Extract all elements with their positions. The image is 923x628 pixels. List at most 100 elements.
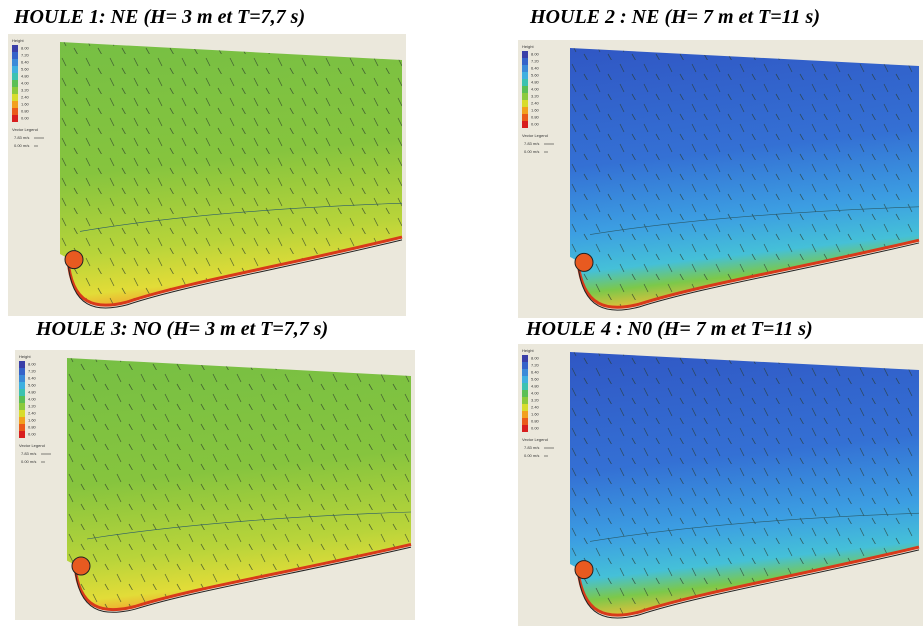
legend-label: 1.60 <box>28 418 37 423</box>
legend-swatch <box>522 383 528 390</box>
vector-legend-max: 7.83 m/s <box>21 451 36 456</box>
legend-swatch <box>12 52 18 59</box>
legend-swatch <box>19 361 25 368</box>
contour-line <box>589 206 920 235</box>
legend-swatch <box>522 425 528 432</box>
legend-title: Height <box>19 354 31 359</box>
legend-label: 0.80 <box>28 425 37 430</box>
legend-label: 4.00 <box>531 87 540 92</box>
legend-swatch <box>12 66 18 73</box>
legend-swatch <box>19 403 25 410</box>
vector-legend-max: 7.83 m/s <box>524 445 539 450</box>
legend-label: 0.80 <box>531 419 540 424</box>
vector-legend-title: Vector Legend <box>19 443 45 448</box>
legend-label: 8.00 <box>531 356 540 361</box>
simulation-map: Height 8.00 7.20 6.40 5.60 4.80 4.00 3.20 2.40 1.… <box>518 344 923 626</box>
legend-label: 6.40 <box>28 376 37 381</box>
legend-swatch <box>522 362 528 369</box>
legend-swatch <box>19 424 25 431</box>
legend-swatch <box>12 73 18 80</box>
legend-label: 0.80 <box>531 115 540 120</box>
legend-label: 1.60 <box>21 102 30 107</box>
panel-title: HOULE 4 : N0 (H= 7 m et T=11 s) <box>526 318 813 340</box>
legend-label: 2.40 <box>531 101 540 106</box>
vector-legend-min: 0.00 m/s <box>21 459 36 464</box>
simulation-map: Height 8.00 7.20 6.40 5.60 4.80 4.00 3.20 2.40 1.… <box>8 34 406 316</box>
headland <box>574 560 594 580</box>
legend-swatch <box>522 376 528 383</box>
legend-label: 3.20 <box>21 88 30 93</box>
legend-swatch <box>19 382 25 389</box>
legend-label: 4.80 <box>28 390 37 395</box>
legend-swatch <box>12 80 18 87</box>
coastline <box>576 545 920 617</box>
legend-swatch <box>522 114 528 121</box>
legend-swatch <box>12 87 18 94</box>
legend-swatch <box>522 390 528 397</box>
legend-swatch <box>522 58 528 65</box>
vector-legend-max: 7.83 m/s <box>524 141 539 146</box>
coastline-edge <box>74 546 412 613</box>
legend-label: 8.00 <box>28 362 37 367</box>
legend-label: 0.00 <box>21 116 30 121</box>
coastline-edge <box>577 549 920 619</box>
legend-label: 5.60 <box>531 377 540 382</box>
panel-title: HOULE 3: NO (H= 3 m et T=7,7 s) <box>36 318 329 340</box>
legend-swatch <box>19 368 25 375</box>
velocity-vectors <box>60 42 402 306</box>
legend-label: 4.00 <box>21 81 30 86</box>
vector-legend-title: Vector Legend <box>522 437 548 442</box>
vector-legend-min: 0.00 m/s <box>524 149 539 154</box>
legend-label: 5.60 <box>531 73 540 78</box>
legend-swatch <box>19 396 25 403</box>
simulation-map: Height 8.00 7.20 6.40 5.60 4.80 4.00 3.20 2.40 1.… <box>15 350 415 620</box>
legend-swatch <box>12 108 18 115</box>
legend-swatch <box>19 417 25 424</box>
legend-swatch <box>522 411 528 418</box>
legend-label: 4.80 <box>21 74 30 79</box>
legend-label: 5.60 <box>21 67 30 72</box>
panel-title: HOULE 1: NE (H= 3 m et T=7,7 s) <box>14 6 306 28</box>
contour-line <box>79 202 403 232</box>
legend-swatch <box>12 115 18 122</box>
legend-title: Height <box>522 348 534 353</box>
legend-title: Height <box>12 38 24 43</box>
vector-legend-min: 0.00 m/s <box>524 453 539 458</box>
coastline <box>576 238 920 309</box>
legend-title: Height <box>522 44 534 49</box>
legend-swatch <box>19 375 25 382</box>
legend-label: 0.00 <box>28 432 37 437</box>
headland <box>64 250 84 270</box>
legend-swatch <box>522 107 528 114</box>
contour-line <box>589 512 920 542</box>
legend-label: 7.20 <box>531 59 540 64</box>
legend-label: 6.40 <box>21 60 30 65</box>
legend-swatch <box>522 51 528 58</box>
legend-label: 7.20 <box>531 363 540 368</box>
legend-label: 1.60 <box>531 108 540 113</box>
coastline-edge <box>577 242 920 311</box>
legend-label: 5.60 <box>28 383 37 388</box>
legend-swatch <box>522 355 528 362</box>
vector-legend-title: Vector Legend <box>522 133 548 138</box>
legend-swatch <box>12 59 18 66</box>
legend-label: 6.40 <box>531 66 540 71</box>
legend-label: 8.00 <box>531 52 540 57</box>
legend-label: 4.80 <box>531 80 540 85</box>
legend-label: 2.40 <box>531 405 540 410</box>
legend-label: 0.00 <box>531 122 540 127</box>
vector-legend-min: 0.00 m/s <box>14 143 29 148</box>
legend-swatch <box>522 65 528 72</box>
legend-swatch <box>522 404 528 411</box>
panel-title: HOULE 2 : NE (H= 7 m et T=11 s) <box>530 6 820 28</box>
legend-swatch <box>522 369 528 376</box>
coastline-edge <box>67 239 403 309</box>
velocity-vectors <box>570 48 919 308</box>
coastline <box>73 542 412 612</box>
legend-swatch <box>522 121 528 128</box>
legend-label: 4.80 <box>531 384 540 389</box>
legend-label: 0.00 <box>531 426 540 431</box>
legend-label: 1.60 <box>531 412 540 417</box>
legend-label: 3.20 <box>28 404 37 409</box>
